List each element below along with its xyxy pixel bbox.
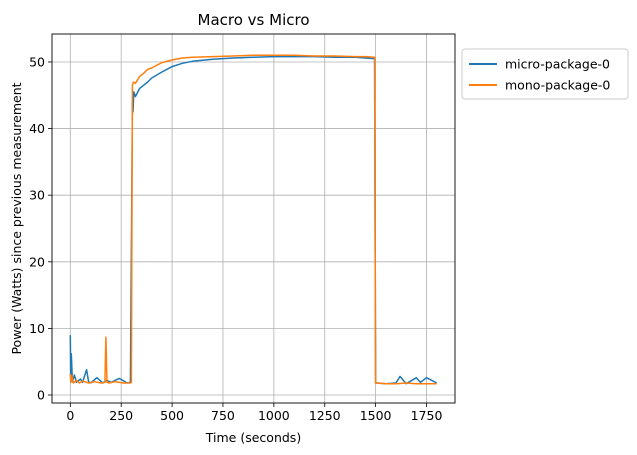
x-tick-label: 1250 <box>309 408 341 423</box>
y-tick-label: 10 <box>29 321 45 336</box>
x-tick-label: 1500 <box>360 408 392 423</box>
legend: micro-package-0 mono-package-0 <box>461 48 629 100</box>
legend-box <box>461 48 629 100</box>
x-axis-label: Time (seconds) <box>205 430 301 445</box>
series-line-mono-package-0 <box>69 54 437 385</box>
legend-label-micro-package-0: micro-package-0 <box>505 57 610 72</box>
axis-ticks: 0 250 500 750 1000 1250 1500 1750 0 10 20 30 40 50 <box>29 54 442 423</box>
y-tick-label: 50 <box>29 54 45 69</box>
grid <box>52 34 455 403</box>
y-tick-label: 0 <box>37 388 45 403</box>
y-axis-label: Power (Watts) since previous measurement <box>9 82 24 354</box>
y-tick-label: 30 <box>29 188 45 203</box>
x-tick-label: 750 <box>211 408 235 423</box>
y-tick-label: 40 <box>29 121 45 136</box>
y-tick-label: 20 <box>29 254 45 269</box>
legend-label-mono-package-0: mono-package-0 <box>505 78 610 93</box>
x-tick-label: 250 <box>109 408 133 423</box>
x-tick-label: 1750 <box>411 408 443 423</box>
plot-frame <box>51 33 456 404</box>
x-tick-label: 1000 <box>258 408 290 423</box>
x-tick-label: 500 <box>160 408 184 423</box>
chart-title: Macro vs Micro <box>198 11 310 29</box>
series-layer <box>69 54 438 385</box>
x-tick-label: 0 <box>66 408 74 423</box>
